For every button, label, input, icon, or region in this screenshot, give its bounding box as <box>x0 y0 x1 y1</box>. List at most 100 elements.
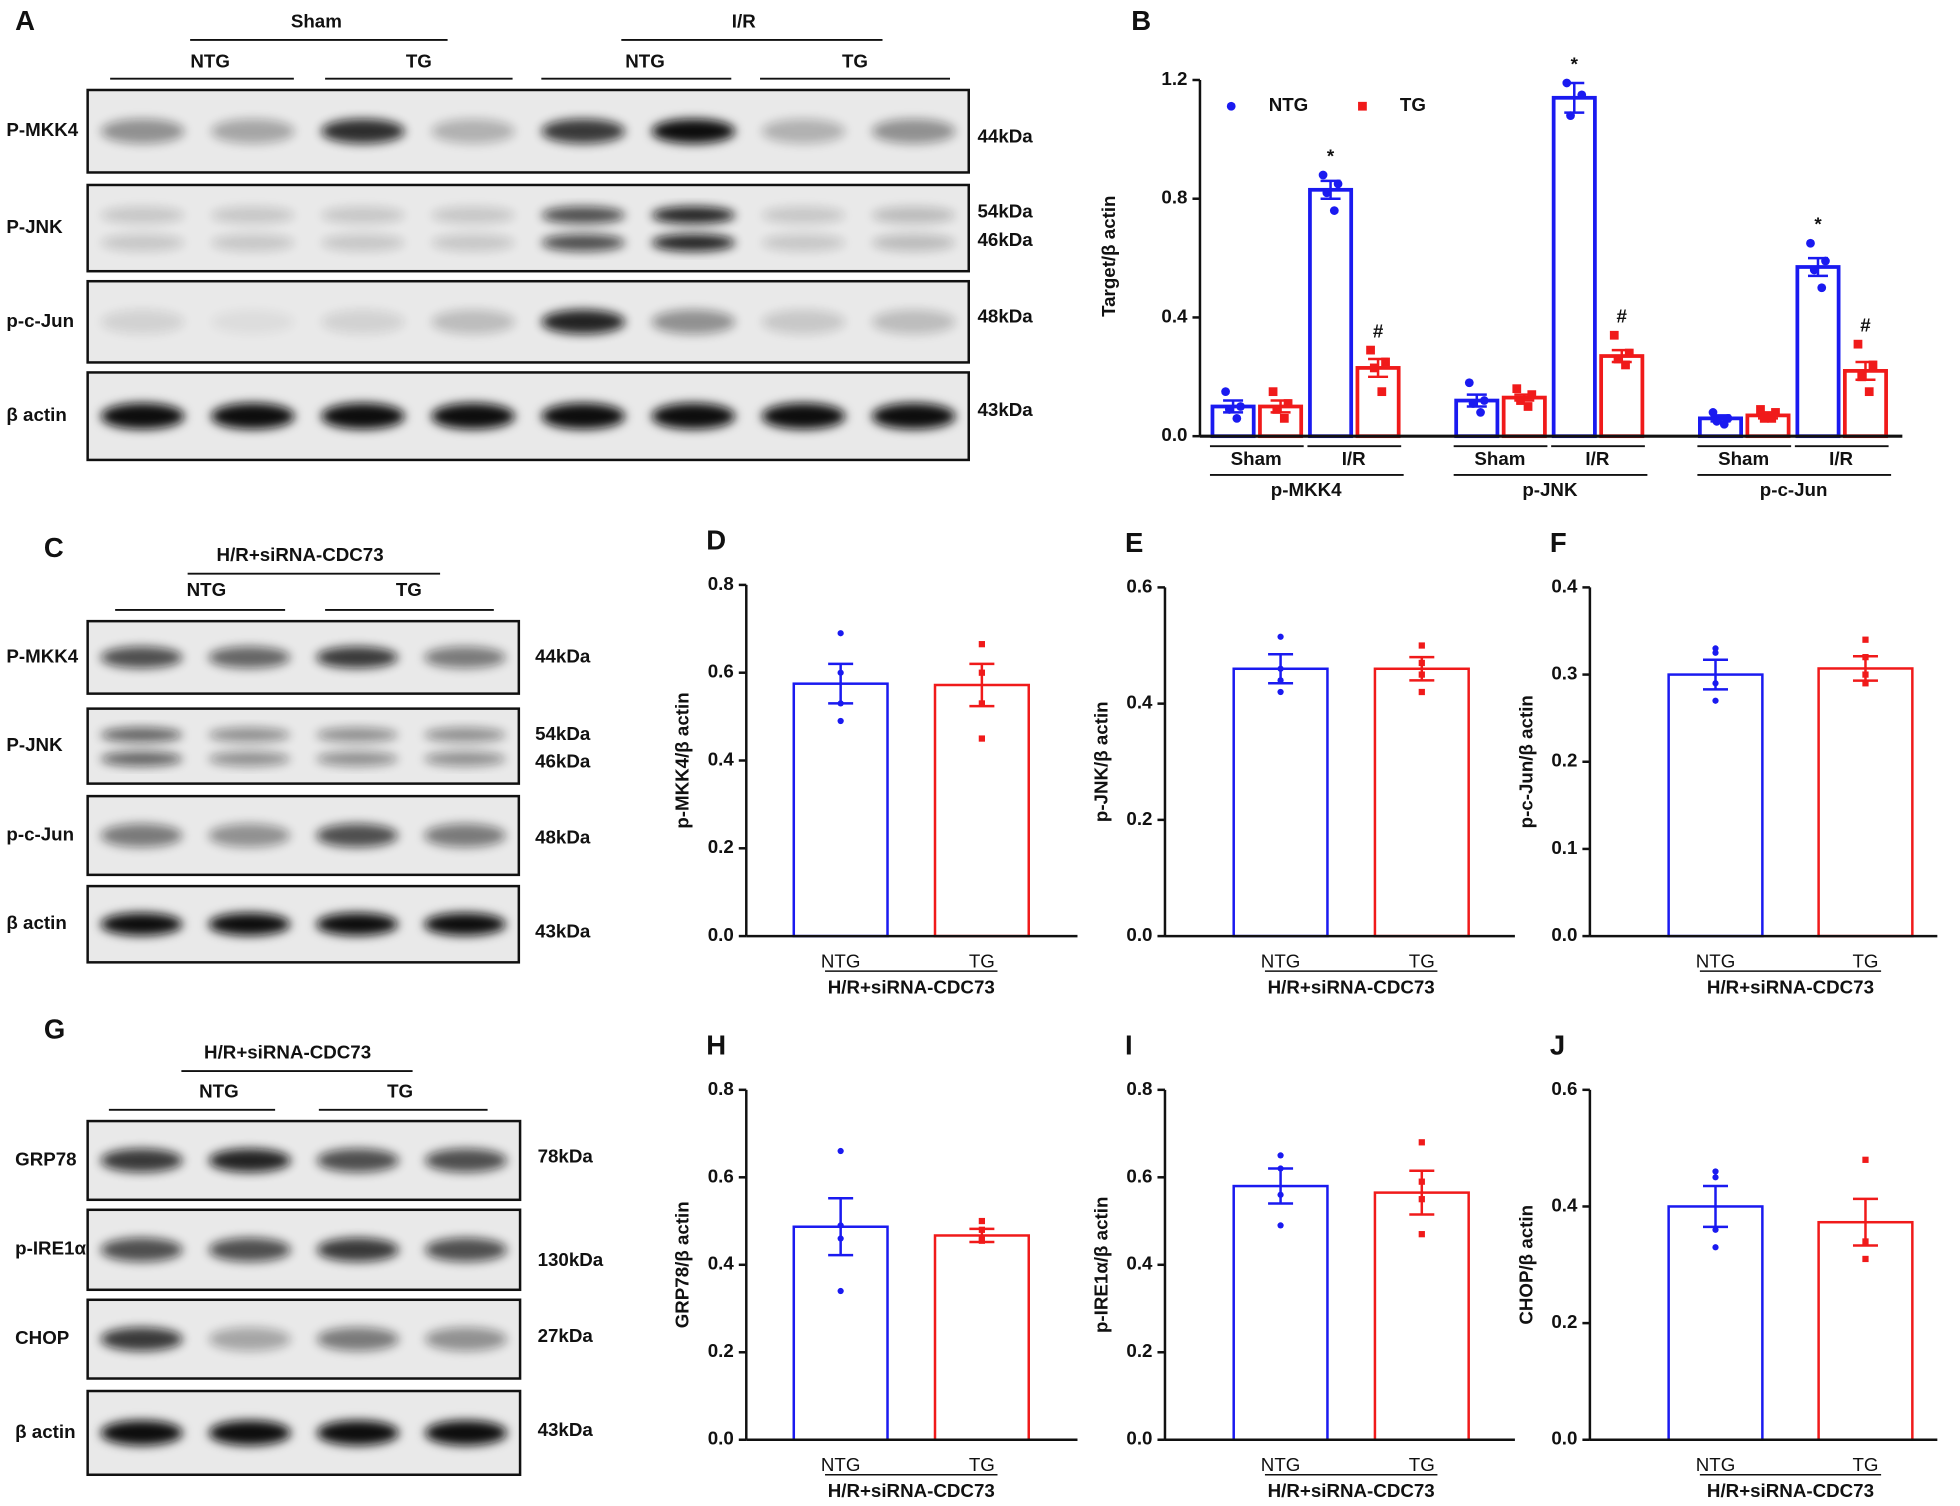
blot-band <box>431 309 515 335</box>
blot-band <box>871 403 956 430</box>
y-tick-label: 0.8 <box>708 573 734 594</box>
y-tick-label: 0.6 <box>1126 575 1152 596</box>
y-tick-label: 0.2 <box>1551 750 1577 771</box>
x-tick-label: TG <box>969 950 995 971</box>
significance-marker: * <box>1327 145 1335 166</box>
data-point <box>978 669 985 676</box>
y-tick-label: 0.4 <box>1551 575 1578 596</box>
data-point <box>1712 645 1719 652</box>
data-point <box>1566 111 1575 120</box>
data-point <box>1809 265 1819 275</box>
data-point <box>1767 413 1777 423</box>
panel-letter: F <box>1550 527 1567 558</box>
bar <box>1667 673 1764 938</box>
data-point <box>1318 170 1328 180</box>
panel-letter: A <box>15 5 35 36</box>
blot-band <box>321 234 405 252</box>
data-point <box>1864 387 1874 397</box>
blot-band <box>431 206 515 224</box>
data-point <box>837 669 844 676</box>
blot-band <box>423 751 506 767</box>
data-point <box>978 1217 985 1225</box>
bar <box>1667 1205 1764 1442</box>
data-point <box>1759 413 1769 423</box>
data-point <box>1853 339 1863 349</box>
y-tick-label: 0.6 <box>708 1165 734 1186</box>
x-tick-label: NTG <box>1696 950 1736 971</box>
panel-letter: I <box>1125 1030 1133 1061</box>
data-point <box>1562 78 1572 88</box>
blot-band <box>100 1148 183 1173</box>
blot-band <box>424 1420 508 1446</box>
x-axis-label: H/R+siRNA-CDC73 <box>1268 977 1435 998</box>
blot-band <box>316 912 399 936</box>
lane-label: NTG <box>199 1080 239 1101</box>
panel-letter: H <box>706 1030 726 1061</box>
y-axis-label: Target/β actin <box>1098 195 1119 316</box>
data-point <box>1577 90 1587 100</box>
bar <box>933 683 1030 938</box>
blot-band <box>208 1148 291 1173</box>
x-axis-label: H/R+siRNA-CDC73 <box>828 1480 995 1501</box>
y-tick-label: 0.8 <box>1126 1078 1152 1099</box>
data-point <box>1418 642 1425 649</box>
kda-label: 48kDa <box>535 827 591 848</box>
data-point <box>1366 345 1375 355</box>
blot-band <box>761 403 846 430</box>
bar <box>1232 667 1329 938</box>
blot-band <box>208 1237 291 1262</box>
blot-band <box>316 646 399 669</box>
kda-label: 43kDa <box>535 920 591 941</box>
y-tick-label: 0.4 <box>1126 1253 1153 1274</box>
data-point <box>1418 659 1425 667</box>
data-point <box>1621 360 1630 370</box>
x-tick-label: TG <box>1409 1454 1435 1475</box>
data-point <box>1232 413 1242 423</box>
group-label: H/R+siRNA-CDC73 <box>204 1042 371 1063</box>
legend-marker <box>1226 101 1236 111</box>
blot-band <box>871 206 956 224</box>
blot-band <box>651 403 736 430</box>
data-point <box>1862 1238 1869 1245</box>
data-point <box>1712 416 1722 426</box>
blot-membrane <box>86 707 521 785</box>
x-tick-label: TG <box>1852 1454 1878 1475</box>
data-point <box>1712 1174 1719 1181</box>
y-tick-label: 0.4 <box>708 748 735 769</box>
y-tick-label: 0.8 <box>1161 187 1187 208</box>
blot-band <box>100 403 185 430</box>
data-point <box>1418 671 1425 678</box>
y-axis-label: p-MKK4/β actin <box>672 692 693 828</box>
kda-label: 43kDa <box>978 399 1034 420</box>
data-point <box>1268 387 1278 397</box>
y-tick-label: 0.0 <box>1551 924 1577 945</box>
data-point <box>978 1237 985 1244</box>
data-point <box>1476 408 1485 417</box>
bar <box>1355 366 1401 439</box>
blot-band <box>321 118 405 144</box>
error-bar <box>1852 1197 1878 1247</box>
y-tick-label: 0.1 <box>1551 837 1577 858</box>
bar <box>792 682 889 938</box>
lane-label: TG <box>842 50 868 71</box>
blot-band <box>431 118 515 144</box>
legend-marker <box>1358 101 1367 111</box>
blot-band <box>100 751 183 767</box>
kda-label: 54kDa <box>535 723 591 744</box>
data-point <box>978 700 985 707</box>
x-axis-label: H/R+siRNA-CDC73 <box>828 977 995 998</box>
blot-band <box>208 751 291 767</box>
data-point <box>1862 636 1869 643</box>
group-label: p-MKK4 <box>1271 479 1342 500</box>
panel-letter: G <box>44 1013 65 1044</box>
lane-label: NTG <box>190 50 230 71</box>
data-point <box>1224 405 1234 414</box>
data-point <box>1277 633 1284 640</box>
blot-band <box>541 234 626 252</box>
x-axis-label: H/R+siRNA-CDC73 <box>1707 1480 1874 1501</box>
y-tick-label: 0.2 <box>708 1340 734 1361</box>
blot-band <box>316 1327 399 1351</box>
y-tick-label: 0.2 <box>1126 808 1152 829</box>
y-axis-label: GRP78/β actin <box>672 1201 693 1328</box>
data-point <box>837 1147 844 1155</box>
